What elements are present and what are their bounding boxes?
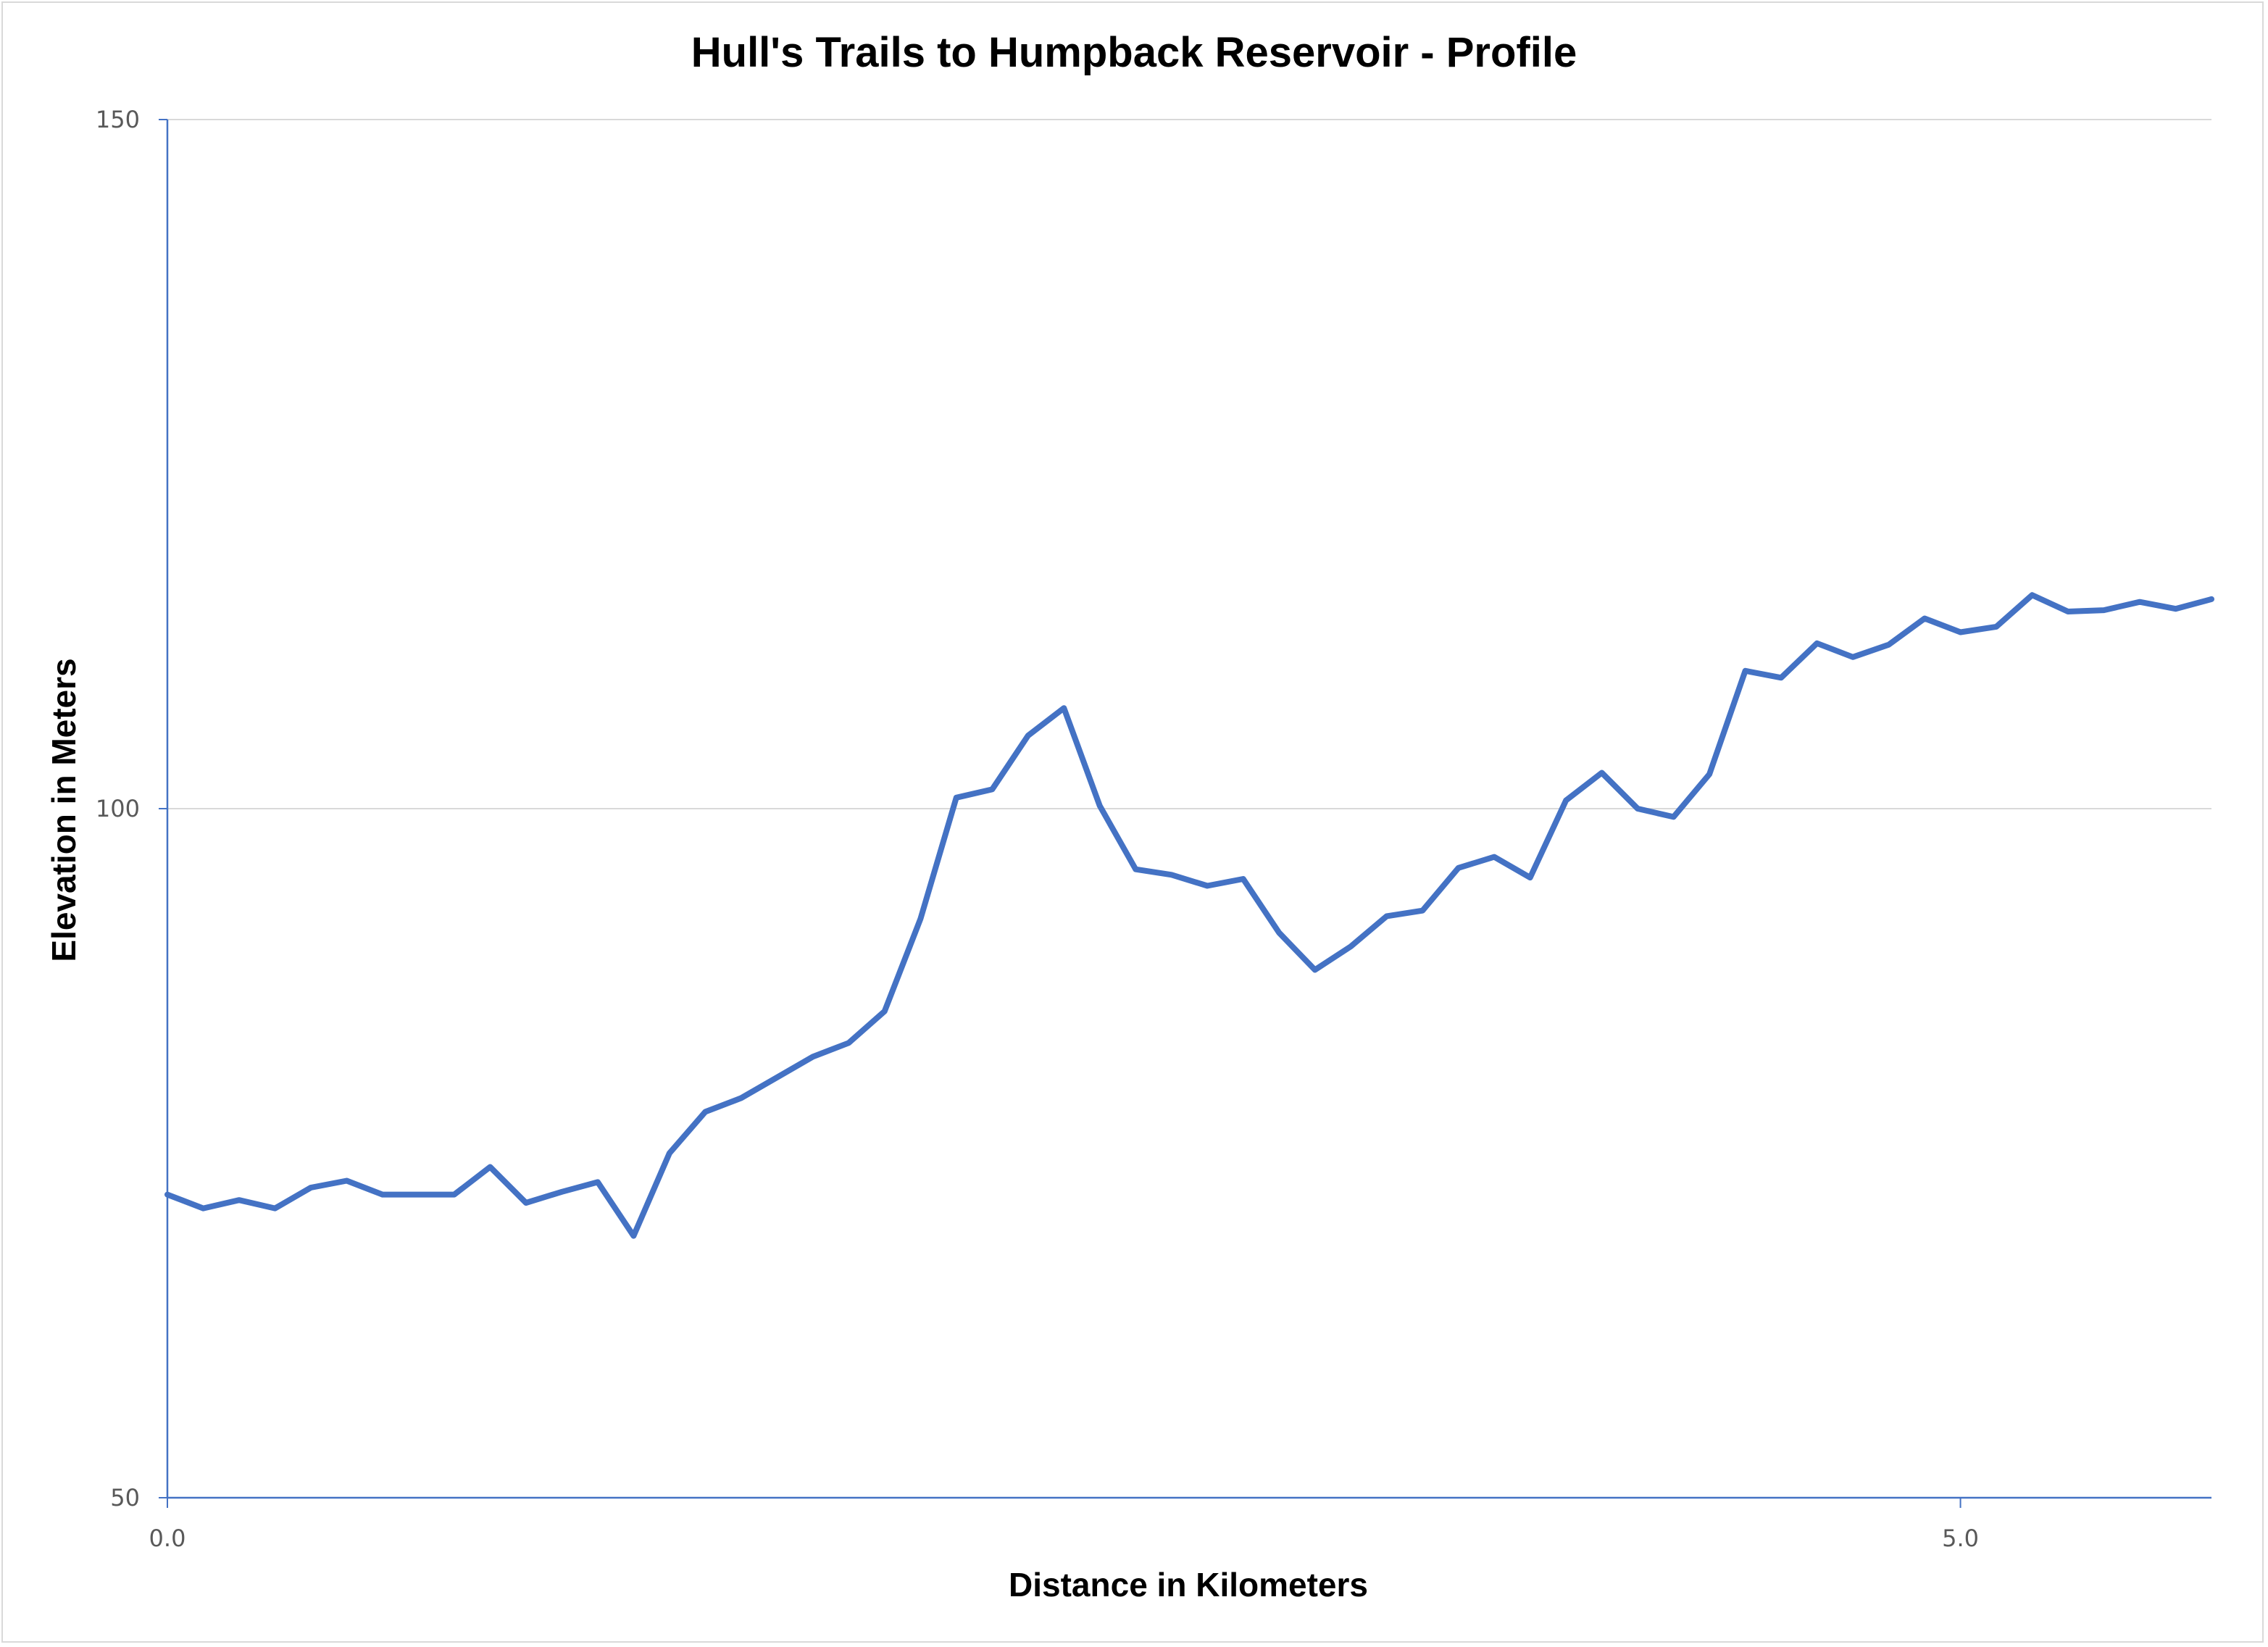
x-tick-label: 0.0 xyxy=(149,1525,186,1552)
x-axis: 0.0 5.0 xyxy=(149,1496,2211,1552)
elevation-line xyxy=(164,592,2214,1239)
y-axis-title: Elevation in Meters xyxy=(45,658,83,962)
chart-title: Hull's Trails to Humpback Reservoir - Pr… xyxy=(691,29,1577,76)
y-tick-label: 50 xyxy=(110,1484,140,1512)
y-tick-label: 100 xyxy=(96,795,140,822)
gridlines xyxy=(167,119,2211,809)
x-tick-label: 5.0 xyxy=(1942,1525,1979,1552)
elevation-series xyxy=(164,592,2214,1239)
x-axis-title: Distance in Kilometers xyxy=(1009,1566,1368,1604)
y-axis: 50 100 150 xyxy=(96,106,169,1512)
y-tick-label: 150 xyxy=(96,106,140,133)
